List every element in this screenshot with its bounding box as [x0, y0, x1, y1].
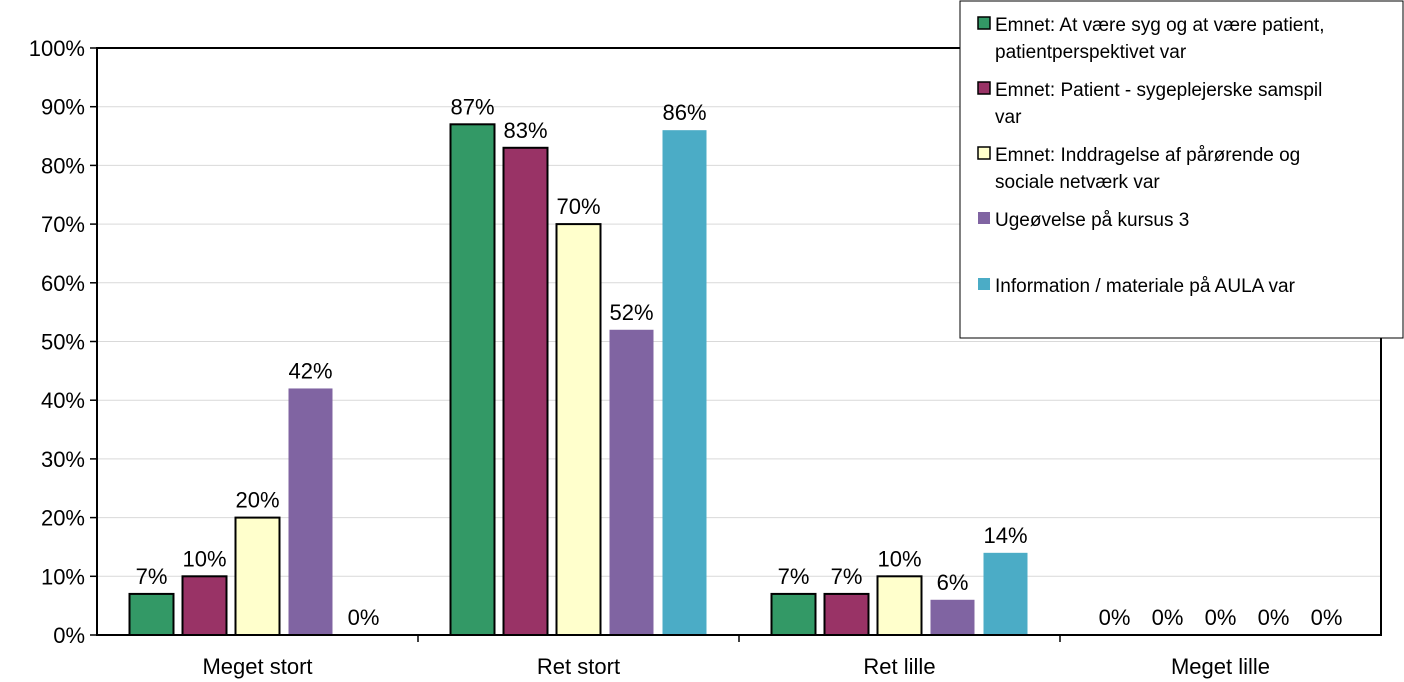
bar — [128, 592, 175, 636]
bar — [983, 552, 1028, 635]
data-label: 0% — [1258, 605, 1290, 630]
bar — [823, 592, 870, 636]
data-label: 0% — [1311, 605, 1343, 630]
bar — [770, 592, 817, 636]
legend-label: var — [995, 107, 1022, 128]
y-tick-label: 60% — [41, 271, 85, 296]
y-tick-label: 100% — [29, 36, 85, 61]
legend-swatch — [977, 146, 991, 160]
x-category-label: Meget stort — [202, 654, 312, 679]
data-label: 83% — [503, 118, 547, 143]
y-tick-label: 0% — [53, 623, 85, 648]
legend-box — [959, 0, 1404, 339]
x-category-label: Ret stort — [537, 654, 620, 679]
bar — [555, 223, 602, 636]
data-labels: 7% 10% 20% 42% 0% 87% 83% 70% 52% 86% 7% 7% 10% 6% 14%… — [136, 94, 1343, 630]
bar — [502, 146, 549, 636]
y-tick-label: 70% — [41, 212, 85, 237]
legend-label: Emnet: At være syg og at være patient, — [995, 15, 1325, 36]
y-tick-label: 10% — [41, 564, 85, 589]
y-tick-label: 50% — [41, 330, 85, 355]
bar — [234, 516, 281, 636]
legend-swatch — [978, 212, 990, 224]
bar — [449, 123, 496, 636]
legend-label: Information / materiale på AULA var — [995, 276, 1296, 297]
data-label: 7% — [136, 564, 168, 589]
legend-label: Emnet: Inddragelse af pårørende og — [995, 145, 1300, 166]
y-tick-label: 80% — [41, 153, 85, 178]
bar — [930, 599, 975, 635]
data-label: 42% — [288, 358, 332, 383]
bar — [288, 388, 333, 635]
bar — [662, 130, 707, 635]
y-tick-label: 90% — [41, 95, 85, 120]
data-label: 10% — [877, 546, 921, 571]
y-tick-label: 30% — [41, 447, 85, 472]
legend-swatch — [977, 16, 991, 30]
y-tick-label: 20% — [41, 506, 85, 531]
data-label: 20% — [235, 488, 279, 513]
data-label: 0% — [1152, 605, 1184, 630]
data-label: 14% — [983, 523, 1027, 548]
data-label: 86% — [662, 100, 706, 125]
data-label: 87% — [450, 94, 494, 119]
bar — [609, 329, 654, 635]
legend-label: patientperspektivet var — [995, 42, 1187, 63]
data-label: 6% — [937, 570, 969, 595]
legend-label: Emnet: Patient - sygeplejerske samspil — [995, 80, 1322, 101]
legend-swatch — [978, 278, 990, 290]
legend-swatch — [977, 81, 991, 95]
data-label: 0% — [1205, 605, 1237, 630]
y-tick-label: 40% — [41, 388, 85, 413]
x-axis: Meget stort Ret stort Ret lille Meget lille — [202, 635, 1270, 679]
data-label: 0% — [1099, 605, 1131, 630]
data-label: 70% — [556, 194, 600, 219]
y-axis: 0% 10% 20% 30% 40% 50% 60% 70% 80% 90% 100% — [29, 36, 97, 648]
x-category-label: Meget lille — [1171, 654, 1270, 679]
data-label: 0% — [348, 605, 380, 630]
data-label: 7% — [778, 564, 810, 589]
x-category-label: Ret lille — [863, 654, 935, 679]
bar — [181, 575, 228, 636]
data-label: 10% — [182, 546, 226, 571]
data-label: 7% — [831, 564, 863, 589]
bar — [876, 575, 923, 636]
legend-label: sociale netværk var — [995, 172, 1160, 193]
legend: Emnet: At være syg og at være patient, pa… — [959, 0, 1404, 339]
data-label: 52% — [609, 300, 653, 325]
legend-label: Ugeøvelse på kursus 3 — [995, 210, 1189, 231]
